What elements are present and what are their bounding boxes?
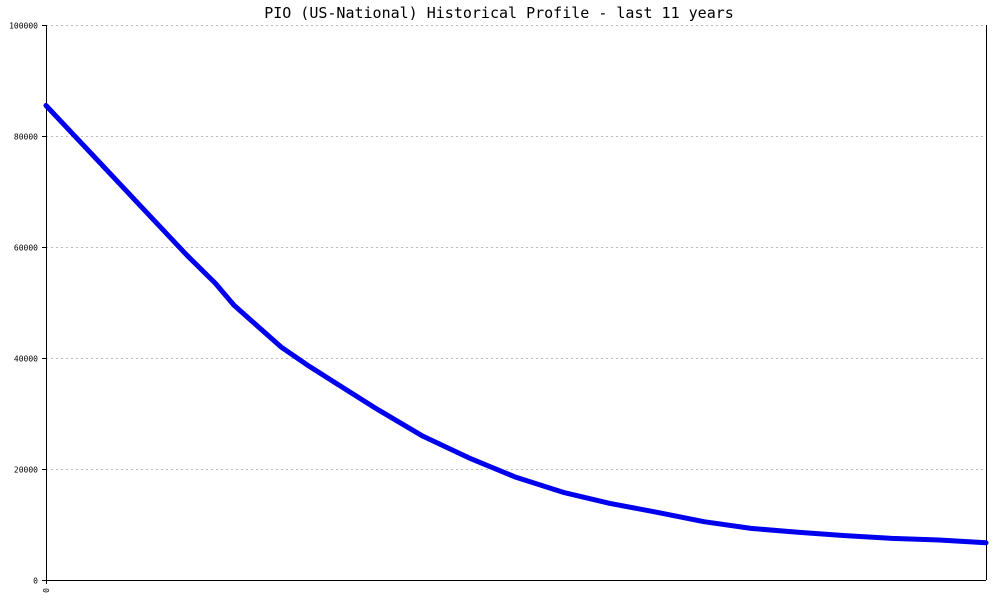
- series-layer: [43, 103, 989, 546]
- y-tick-label: 0: [33, 577, 38, 586]
- x-tick-label: 0: [42, 588, 51, 593]
- y-tick-label: 20000: [14, 466, 38, 475]
- y-tick-label: 40000: [14, 355, 38, 364]
- chart-title: PIO (US-National) Historical Profile - l…: [264, 4, 734, 22]
- series-line-0: [43, 103, 989, 546]
- x-axis-ticks: 0: [42, 580, 51, 593]
- grid-lines: [46, 25, 986, 470]
- y-tick-label: 100000: [9, 22, 38, 31]
- y-tick-label: 80000: [14, 133, 38, 142]
- axes: [46, 25, 987, 581]
- y-axis-ticks: 0 20000 40000 60000 80000 100000: [9, 22, 46, 586]
- y-tick-label: 60000: [14, 244, 38, 253]
